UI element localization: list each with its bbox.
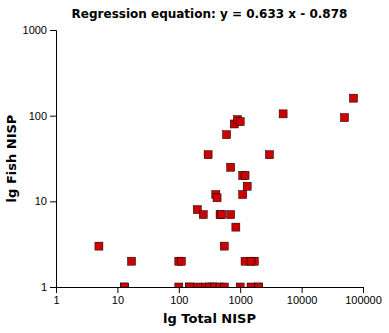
x-axis-title: lg Total NISP bbox=[163, 311, 256, 326]
point bbox=[239, 191, 247, 199]
tick-mark bbox=[302, 287, 303, 293]
tick-mark bbox=[50, 287, 56, 288]
point bbox=[255, 283, 263, 287]
tick: 100 bbox=[29, 110, 56, 122]
point bbox=[213, 194, 221, 202]
point bbox=[218, 211, 226, 219]
title: Regression equation: y = 0.633 x - 0.878 bbox=[72, 7, 348, 21]
point bbox=[279, 110, 287, 118]
tick-mark bbox=[117, 287, 118, 293]
y-axis-title: lg Fish NISP bbox=[4, 115, 19, 203]
tick-label: 1000 bbox=[23, 24, 47, 36]
point bbox=[227, 163, 235, 171]
tick-label: 10000 bbox=[287, 294, 318, 306]
tick-mark bbox=[50, 30, 56, 31]
tick-mark bbox=[50, 116, 56, 117]
point bbox=[186, 283, 194, 287]
tick-label: 100000 bbox=[345, 294, 382, 306]
tick-label: 1 bbox=[41, 281, 47, 293]
point bbox=[341, 114, 349, 122]
tick-mark bbox=[50, 201, 56, 202]
point bbox=[177, 257, 185, 265]
point bbox=[247, 283, 255, 287]
point bbox=[220, 283, 228, 287]
tick-mark bbox=[363, 287, 364, 293]
point bbox=[204, 151, 212, 159]
point bbox=[199, 211, 207, 219]
tick: 10000 bbox=[287, 287, 318, 306]
point bbox=[265, 151, 273, 159]
point bbox=[223, 131, 231, 139]
tick: 1 bbox=[53, 287, 59, 306]
axis-line bbox=[50, 31, 57, 288]
point bbox=[193, 283, 201, 287]
point bbox=[120, 283, 128, 287]
point bbox=[220, 242, 228, 250]
tick-mark bbox=[240, 287, 241, 293]
tick-label: 10 bbox=[35, 195, 47, 207]
point bbox=[236, 283, 244, 287]
tick: 10 bbox=[112, 287, 124, 306]
tick: 1000 bbox=[228, 287, 252, 306]
point bbox=[175, 283, 183, 287]
tick: 1 bbox=[41, 281, 56, 293]
point bbox=[128, 257, 136, 265]
point bbox=[227, 211, 235, 219]
point bbox=[243, 182, 251, 190]
point bbox=[349, 94, 357, 102]
x-axis: 1 10 100 1000 10000 100000 bbox=[53, 287, 381, 306]
point bbox=[236, 118, 244, 126]
tick: 100 bbox=[170, 287, 188, 306]
tick-label: 1000 bbox=[228, 294, 252, 306]
tick: 10 bbox=[35, 195, 56, 207]
axis-line bbox=[57, 288, 364, 294]
point bbox=[232, 223, 240, 231]
tick-mark bbox=[179, 287, 180, 293]
tick-label: 1 bbox=[53, 294, 59, 306]
point bbox=[241, 172, 249, 180]
tick: 100000 bbox=[345, 287, 382, 306]
point bbox=[186, 283, 194, 287]
point bbox=[255, 283, 263, 287]
points bbox=[95, 94, 358, 287]
tick-label: 100 bbox=[29, 110, 47, 122]
tick-label: 100 bbox=[170, 294, 188, 306]
tick-label: 10 bbox=[112, 294, 124, 306]
point bbox=[120, 283, 128, 287]
tick: 1000 bbox=[23, 24, 56, 36]
point bbox=[247, 257, 255, 265]
chart: 1 10 100 1000 10000 100000 1 10 100 1000 Regressio… bbox=[0, 0, 389, 333]
y-axis: 1 10 100 1000 bbox=[23, 24, 57, 293]
point bbox=[95, 242, 103, 250]
plot-area: 1 10 100 1000 10000 100000 1 10 100 1000 bbox=[23, 24, 382, 306]
